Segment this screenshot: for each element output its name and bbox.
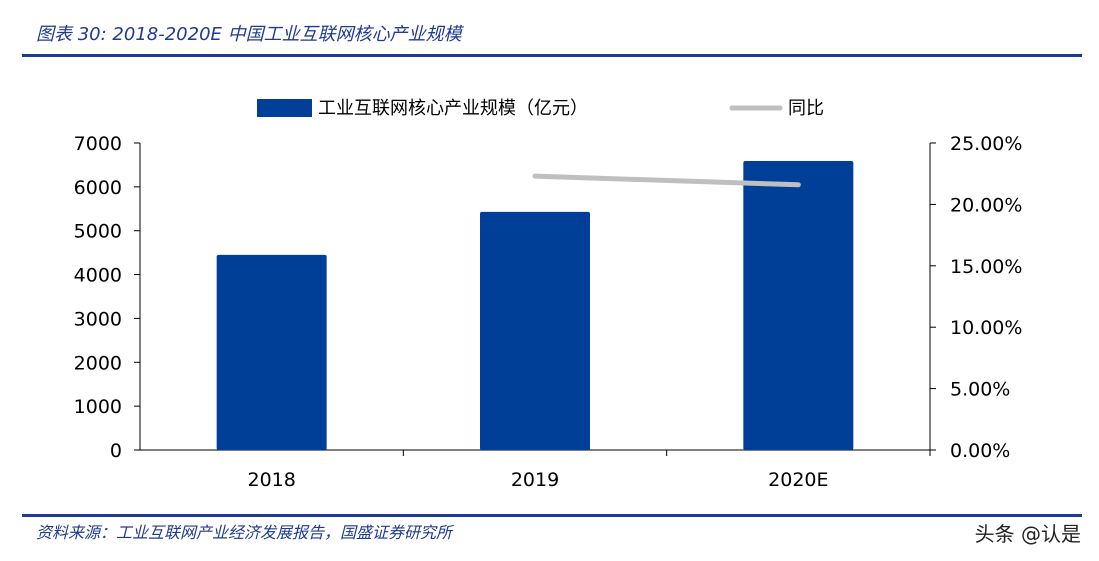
y2-tick-label: 10.00%: [950, 317, 1022, 339]
bar-2020E: [743, 160, 854, 450]
chart-title: 图表 30: 2018-2020E 中国工业互联网核心产业规模: [36, 24, 462, 45]
y-tick-label: 4000: [74, 265, 122, 287]
y2-tick-label: 0.00%: [950, 440, 1010, 462]
yoy-line: [532, 173, 801, 188]
top-rule: [22, 54, 1082, 57]
y-tick-label: 1000: [74, 396, 122, 418]
bar-2018: [216, 254, 327, 450]
y-tick-label: 6000: [74, 177, 122, 199]
y-tick-label: 2000: [74, 352, 122, 374]
legend-bar-label: 工业互联网核心产业规模（亿元）: [318, 98, 588, 119]
y-tick-label: 7000: [74, 133, 122, 155]
source-note: 资料来源：工业互联网产业经济发展报告，国盛证券研究所: [36, 523, 453, 542]
x-tick-label: 2019: [511, 469, 559, 491]
x-tick-label: 2020E: [768, 469, 828, 491]
y2-tick-label: 20.00%: [950, 194, 1022, 216]
x-tick-label: 2018: [247, 469, 295, 491]
y-tick-label: 0: [110, 440, 122, 462]
legend-bar-swatch: [257, 99, 312, 117]
bottom-rule: [22, 514, 1082, 517]
y-tick-label: 3000: [74, 308, 122, 330]
y2-tick-label: 5.00%: [950, 379, 1010, 401]
y-tick-label: 5000: [74, 221, 122, 243]
bar-2019: [480, 211, 590, 450]
y2-tick-label: 15.00%: [950, 256, 1022, 278]
y2-tick-label: 25.00%: [950, 133, 1022, 155]
watermark: 头条 @认是: [974, 522, 1081, 546]
legend-line-label: 同比: [788, 98, 824, 119]
